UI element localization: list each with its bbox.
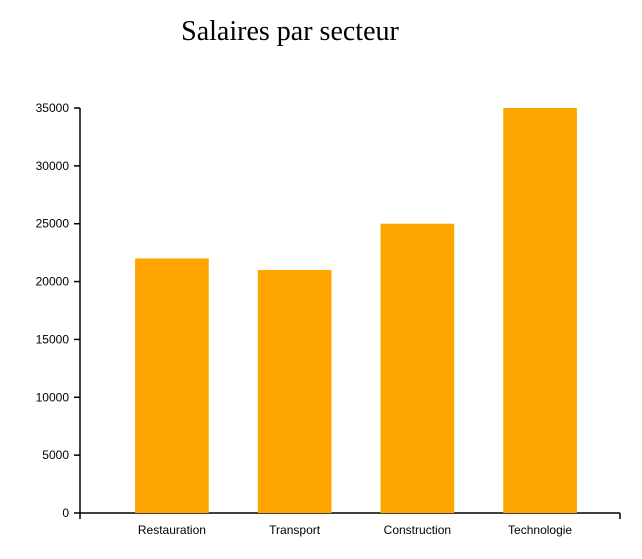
x-tick-label: Technologie [508,523,572,537]
x-tick-label: Construction [384,523,451,537]
y-axis: 0 5000 10000 15000 20000 25000 30000 35000 [36,101,81,520]
y-tick-label: 5000 [42,448,69,462]
bar-construction [380,223,455,513]
x-tick-label: Restauration [138,523,206,537]
y-tick-label: 0 [62,506,69,520]
chart-title: Salaires par secteur [181,16,399,47]
bar-technologie [503,108,577,513]
bars-group [135,108,577,513]
bar-restauration [135,258,209,513]
y-tick-label: 35000 [36,101,70,115]
x-tick-label: Transport [269,523,321,537]
x-axis: Restauration Transport Construction Technol… [79,512,621,537]
y-tick-label: 10000 [36,390,70,404]
y-tick-label: 20000 [36,275,70,289]
y-tick-label: 15000 [36,332,70,346]
y-tick-label: 30000 [36,159,70,173]
bar-transport [257,270,332,513]
y-tick-label: 25000 [36,217,70,231]
